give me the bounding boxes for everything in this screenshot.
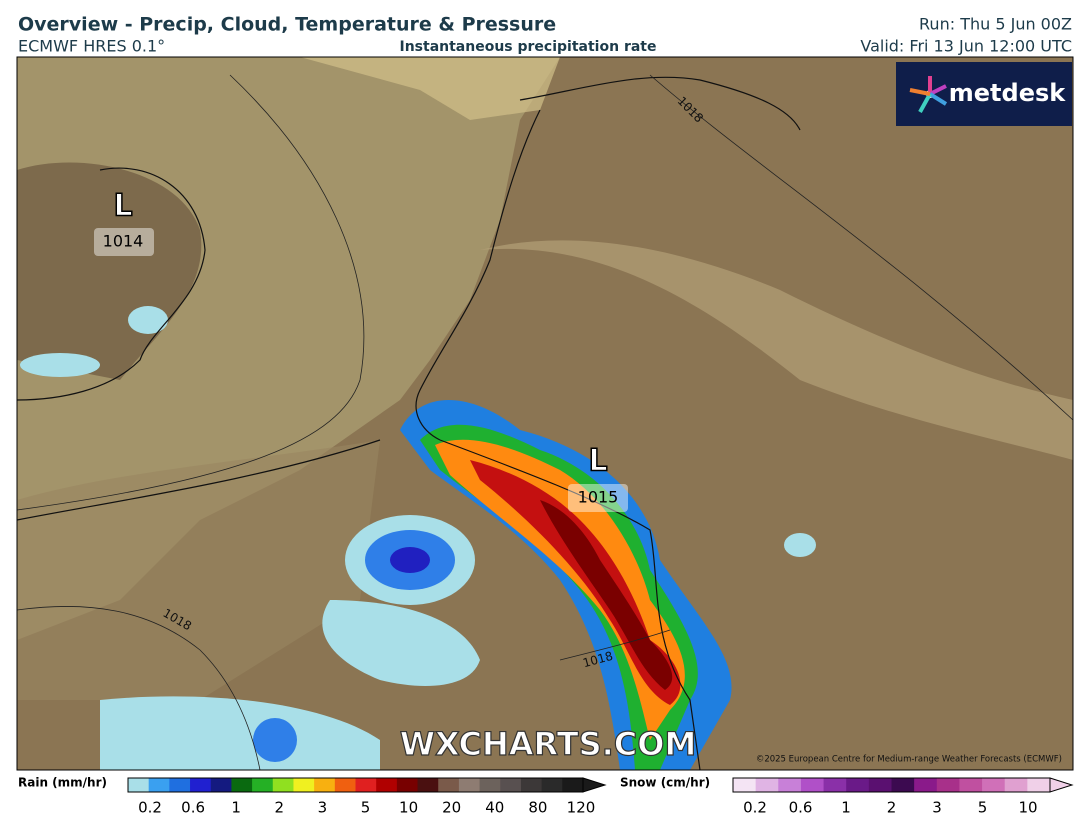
- colorbar-tick-label: 3: [932, 799, 942, 817]
- colorbar-tick-label: 3: [318, 799, 328, 817]
- colorbar-segment: [231, 778, 253, 792]
- colorbar-segment: [936, 778, 960, 792]
- colorbar-segment: [982, 778, 1006, 792]
- coastlines: [17, 76, 801, 770]
- colorbar-segment: [128, 778, 150, 792]
- colorbar-segment: [891, 778, 915, 792]
- rain-legend-label: Rain (mm/hr): [18, 776, 107, 790]
- title: Overview - Precip, Cloud, Temperature & …: [18, 14, 556, 36]
- colorbar-segment: [562, 778, 584, 792]
- colorbar-tick-label: 40: [485, 799, 504, 817]
- colorbar-segment: [438, 778, 460, 792]
- colorbar-tick-label: 0.6: [789, 799, 813, 817]
- colorbar-tick-label: 0.2: [743, 799, 767, 817]
- colorbar-segment: [800, 778, 825, 792]
- low-symbol: L: [113, 189, 132, 224]
- snow-legend-label: Snow (cm/hr): [620, 776, 710, 790]
- colorbar-segment: [959, 778, 983, 792]
- colorbar-segment: [190, 778, 212, 792]
- model: ECMWF HRES 0.1°: [18, 37, 165, 56]
- run-time: Run: Thu 5 Jun 00Z: [919, 15, 1072, 34]
- subtitle: Instantaneous precipitation rate: [400, 39, 657, 55]
- colorbar-tick-label: 5: [978, 799, 988, 817]
- colorbar-segment: [314, 778, 336, 792]
- colorbar-tick-label: 1: [231, 799, 241, 817]
- logo-text: metdesk: [949, 79, 1067, 107]
- colorbar-segment: [355, 778, 377, 792]
- colorbar-tick-label: 10: [399, 799, 418, 817]
- colorbar-segment: [1004, 778, 1028, 792]
- label-box: [94, 228, 154, 256]
- colorbar-segment: [458, 778, 481, 792]
- low-pressure: 1015: [578, 488, 619, 507]
- colorbar-segment: [396, 778, 419, 792]
- colorbars: 0.2 0.6 1 2 3 5 10 20 40 80 120 0.2 0.6 1 2 3 5 10: [127, 777, 1074, 817]
- colorbar-segment: [334, 778, 356, 792]
- colorbar-tick-label: 20: [442, 799, 461, 817]
- colorbar-tick-label: 2: [887, 799, 897, 817]
- colorbar-segment: [778, 778, 802, 792]
- colorbar-segment: [733, 778, 757, 792]
- colorbar-segment: [541, 778, 563, 792]
- colorbar-segment: [755, 778, 779, 792]
- colorbar-tick-label: 0.6: [181, 799, 205, 817]
- low-pressure: 1014: [103, 232, 144, 251]
- colorbar-segment: [823, 778, 847, 792]
- copyright: ©2025 European Centre for Medium-range W…: [756, 755, 1062, 765]
- colorbar-segment: [914, 778, 938, 792]
- colorbar-tick-label: 0.2: [138, 799, 162, 817]
- low-symbol: L: [588, 444, 607, 479]
- colorbar-segment: [293, 778, 315, 792]
- cloud-band: [480, 240, 1073, 460]
- colorbar-tick-label: 80: [528, 799, 547, 817]
- valid-time: Valid: Fri 13 Jun 12:00 UTC: [860, 37, 1072, 56]
- logo-icon: [909, 76, 948, 113]
- watermark: WXCHARTS.COM: [400, 725, 697, 763]
- colorbar-tick-label: 1: [841, 799, 851, 817]
- isobars: [17, 74, 1073, 770]
- colorbar-segment: [417, 778, 439, 792]
- colorbar-segment: [252, 778, 274, 792]
- colorbar-segment: [169, 778, 191, 792]
- map: 1018 1018 1018 L 1014 L 1015 metdesk WXC…: [16, 56, 1074, 771]
- map-frame: [16, 56, 1074, 771]
- colorbar-segment: [479, 778, 501, 792]
- colorbar-segment: [520, 778, 543, 792]
- colorbar-tick-label: 10: [1018, 799, 1037, 817]
- colorbar-tick-label: 120: [567, 799, 596, 817]
- colorbar-segment: [846, 778, 870, 792]
- land-france: [17, 440, 380, 700]
- colorbar-tick-label: 5: [361, 799, 371, 817]
- colorbar-frame: [127, 777, 584, 793]
- precipitation: [20, 306, 816, 770]
- colorbar-segment: [1027, 778, 1051, 792]
- cloud-clear: [300, 57, 560, 120]
- label-box: [568, 484, 628, 512]
- colorbar-segment: [500, 778, 522, 792]
- colorbar-segment: [272, 778, 294, 792]
- colorbar-tick-label: 2: [275, 799, 285, 817]
- colorbar-frame: [732, 777, 1051, 793]
- colorbar-segment: [210, 778, 232, 792]
- colorbar-segment: [148, 778, 170, 792]
- colorbar-segment: [868, 778, 892, 792]
- colorbar-segment: [376, 778, 398, 792]
